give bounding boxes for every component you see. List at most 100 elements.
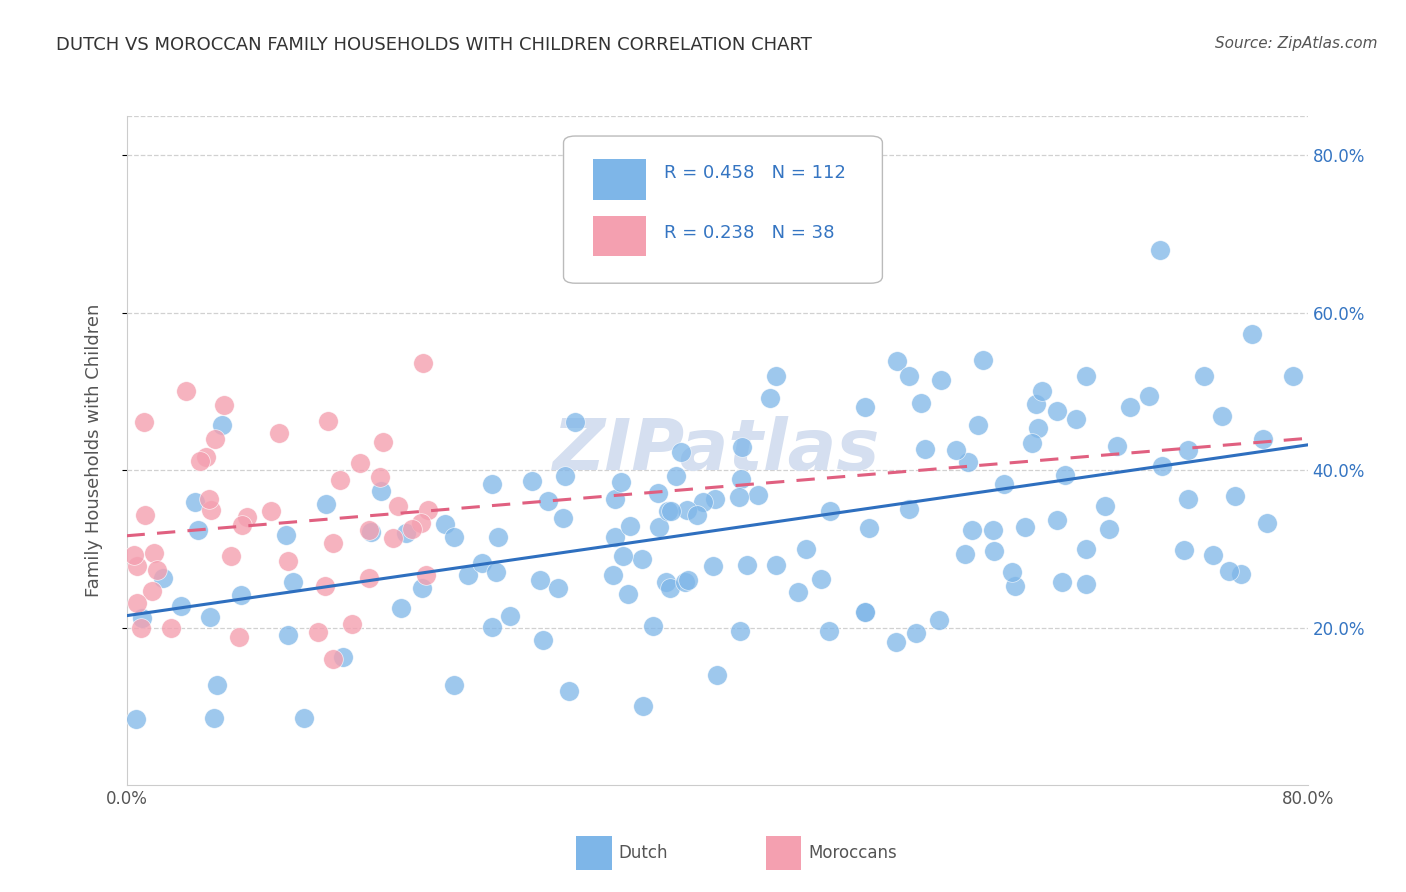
Point — [219, 549, 242, 564]
Point — [953, 547, 976, 561]
Point — [735, 558, 758, 572]
Point — [125, 559, 148, 574]
Point — [730, 440, 752, 454]
Point — [360, 524, 382, 539]
Text: Source: ZipAtlas.com: Source: ZipAtlas.com — [1215, 36, 1378, 51]
Point — [395, 526, 418, 541]
Point — [655, 574, 678, 589]
Point — [314, 578, 336, 592]
Point — [1282, 368, 1305, 383]
Point — [898, 502, 921, 516]
Point — [1253, 432, 1275, 446]
Point — [1177, 491, 1199, 506]
Point — [647, 486, 669, 500]
Point — [132, 415, 155, 429]
Point — [665, 469, 688, 483]
Point — [537, 494, 560, 508]
Point — [415, 568, 437, 582]
Point — [786, 585, 808, 599]
Point — [322, 652, 344, 666]
Point — [125, 596, 148, 610]
Point — [294, 711, 316, 725]
Point — [1046, 404, 1069, 418]
Point — [236, 509, 259, 524]
Point — [659, 582, 682, 596]
Point — [1064, 411, 1087, 425]
Point — [1014, 520, 1036, 534]
Point — [1256, 516, 1278, 530]
Y-axis label: Family Households with Children: Family Households with Children — [84, 304, 103, 597]
Point — [1218, 565, 1240, 579]
Point — [765, 368, 787, 383]
Point — [141, 583, 163, 598]
Point — [1241, 326, 1264, 341]
Point — [910, 395, 932, 409]
Point — [212, 398, 235, 412]
Point — [1046, 513, 1069, 527]
Point — [322, 536, 344, 550]
Point — [898, 368, 921, 383]
Point — [1021, 436, 1043, 450]
Point — [332, 649, 354, 664]
Point — [1074, 577, 1097, 591]
Point — [765, 558, 787, 572]
Point — [962, 523, 984, 537]
FancyBboxPatch shape — [593, 216, 647, 257]
Point — [659, 503, 682, 517]
Point — [603, 530, 626, 544]
Point — [619, 519, 641, 533]
Point — [277, 628, 299, 642]
Point — [983, 544, 1005, 558]
Point — [617, 587, 640, 601]
Point — [547, 581, 569, 595]
Point — [342, 617, 364, 632]
Point — [1211, 409, 1233, 424]
Point — [401, 522, 423, 536]
Point — [810, 572, 832, 586]
Point — [457, 568, 479, 582]
Point — [194, 450, 217, 464]
Point — [610, 475, 633, 489]
Point — [1173, 543, 1195, 558]
Point — [418, 503, 440, 517]
Point — [471, 556, 494, 570]
Point — [1230, 567, 1253, 582]
Point — [553, 511, 575, 525]
Point — [184, 495, 207, 509]
Point — [853, 605, 876, 619]
Point — [554, 469, 576, 483]
Point — [603, 491, 626, 506]
Point — [1192, 368, 1215, 383]
Point — [728, 490, 751, 504]
Point — [1149, 243, 1171, 257]
Point — [972, 353, 994, 368]
Point — [981, 523, 1004, 537]
Point — [434, 516, 457, 531]
Point — [443, 678, 465, 692]
Point — [200, 503, 222, 517]
Point — [858, 521, 880, 535]
Point — [129, 621, 153, 635]
Point — [914, 442, 936, 456]
Point — [993, 476, 1015, 491]
Point — [758, 391, 780, 405]
Point — [1050, 574, 1073, 589]
Point — [411, 581, 433, 595]
Point — [481, 620, 503, 634]
Point — [124, 712, 146, 726]
Point — [389, 601, 412, 615]
Point — [486, 530, 509, 544]
Point — [1076, 368, 1098, 383]
Text: Moroccans: Moroccans — [808, 844, 897, 862]
Point — [1025, 397, 1047, 411]
Point — [481, 476, 503, 491]
Point — [207, 678, 229, 692]
Point — [370, 484, 392, 499]
Point — [170, 599, 193, 614]
Point — [152, 571, 174, 585]
Point — [228, 630, 250, 644]
Point — [612, 549, 634, 563]
Text: R = 0.458   N = 112: R = 0.458 N = 112 — [664, 164, 846, 182]
Point — [1026, 421, 1049, 435]
Text: DUTCH VS MOROCCAN FAMILY HOUSEHOLDS WITH CHILDREN CORRELATION CHART: DUTCH VS MOROCCAN FAMILY HOUSEHOLDS WITH… — [56, 36, 813, 54]
